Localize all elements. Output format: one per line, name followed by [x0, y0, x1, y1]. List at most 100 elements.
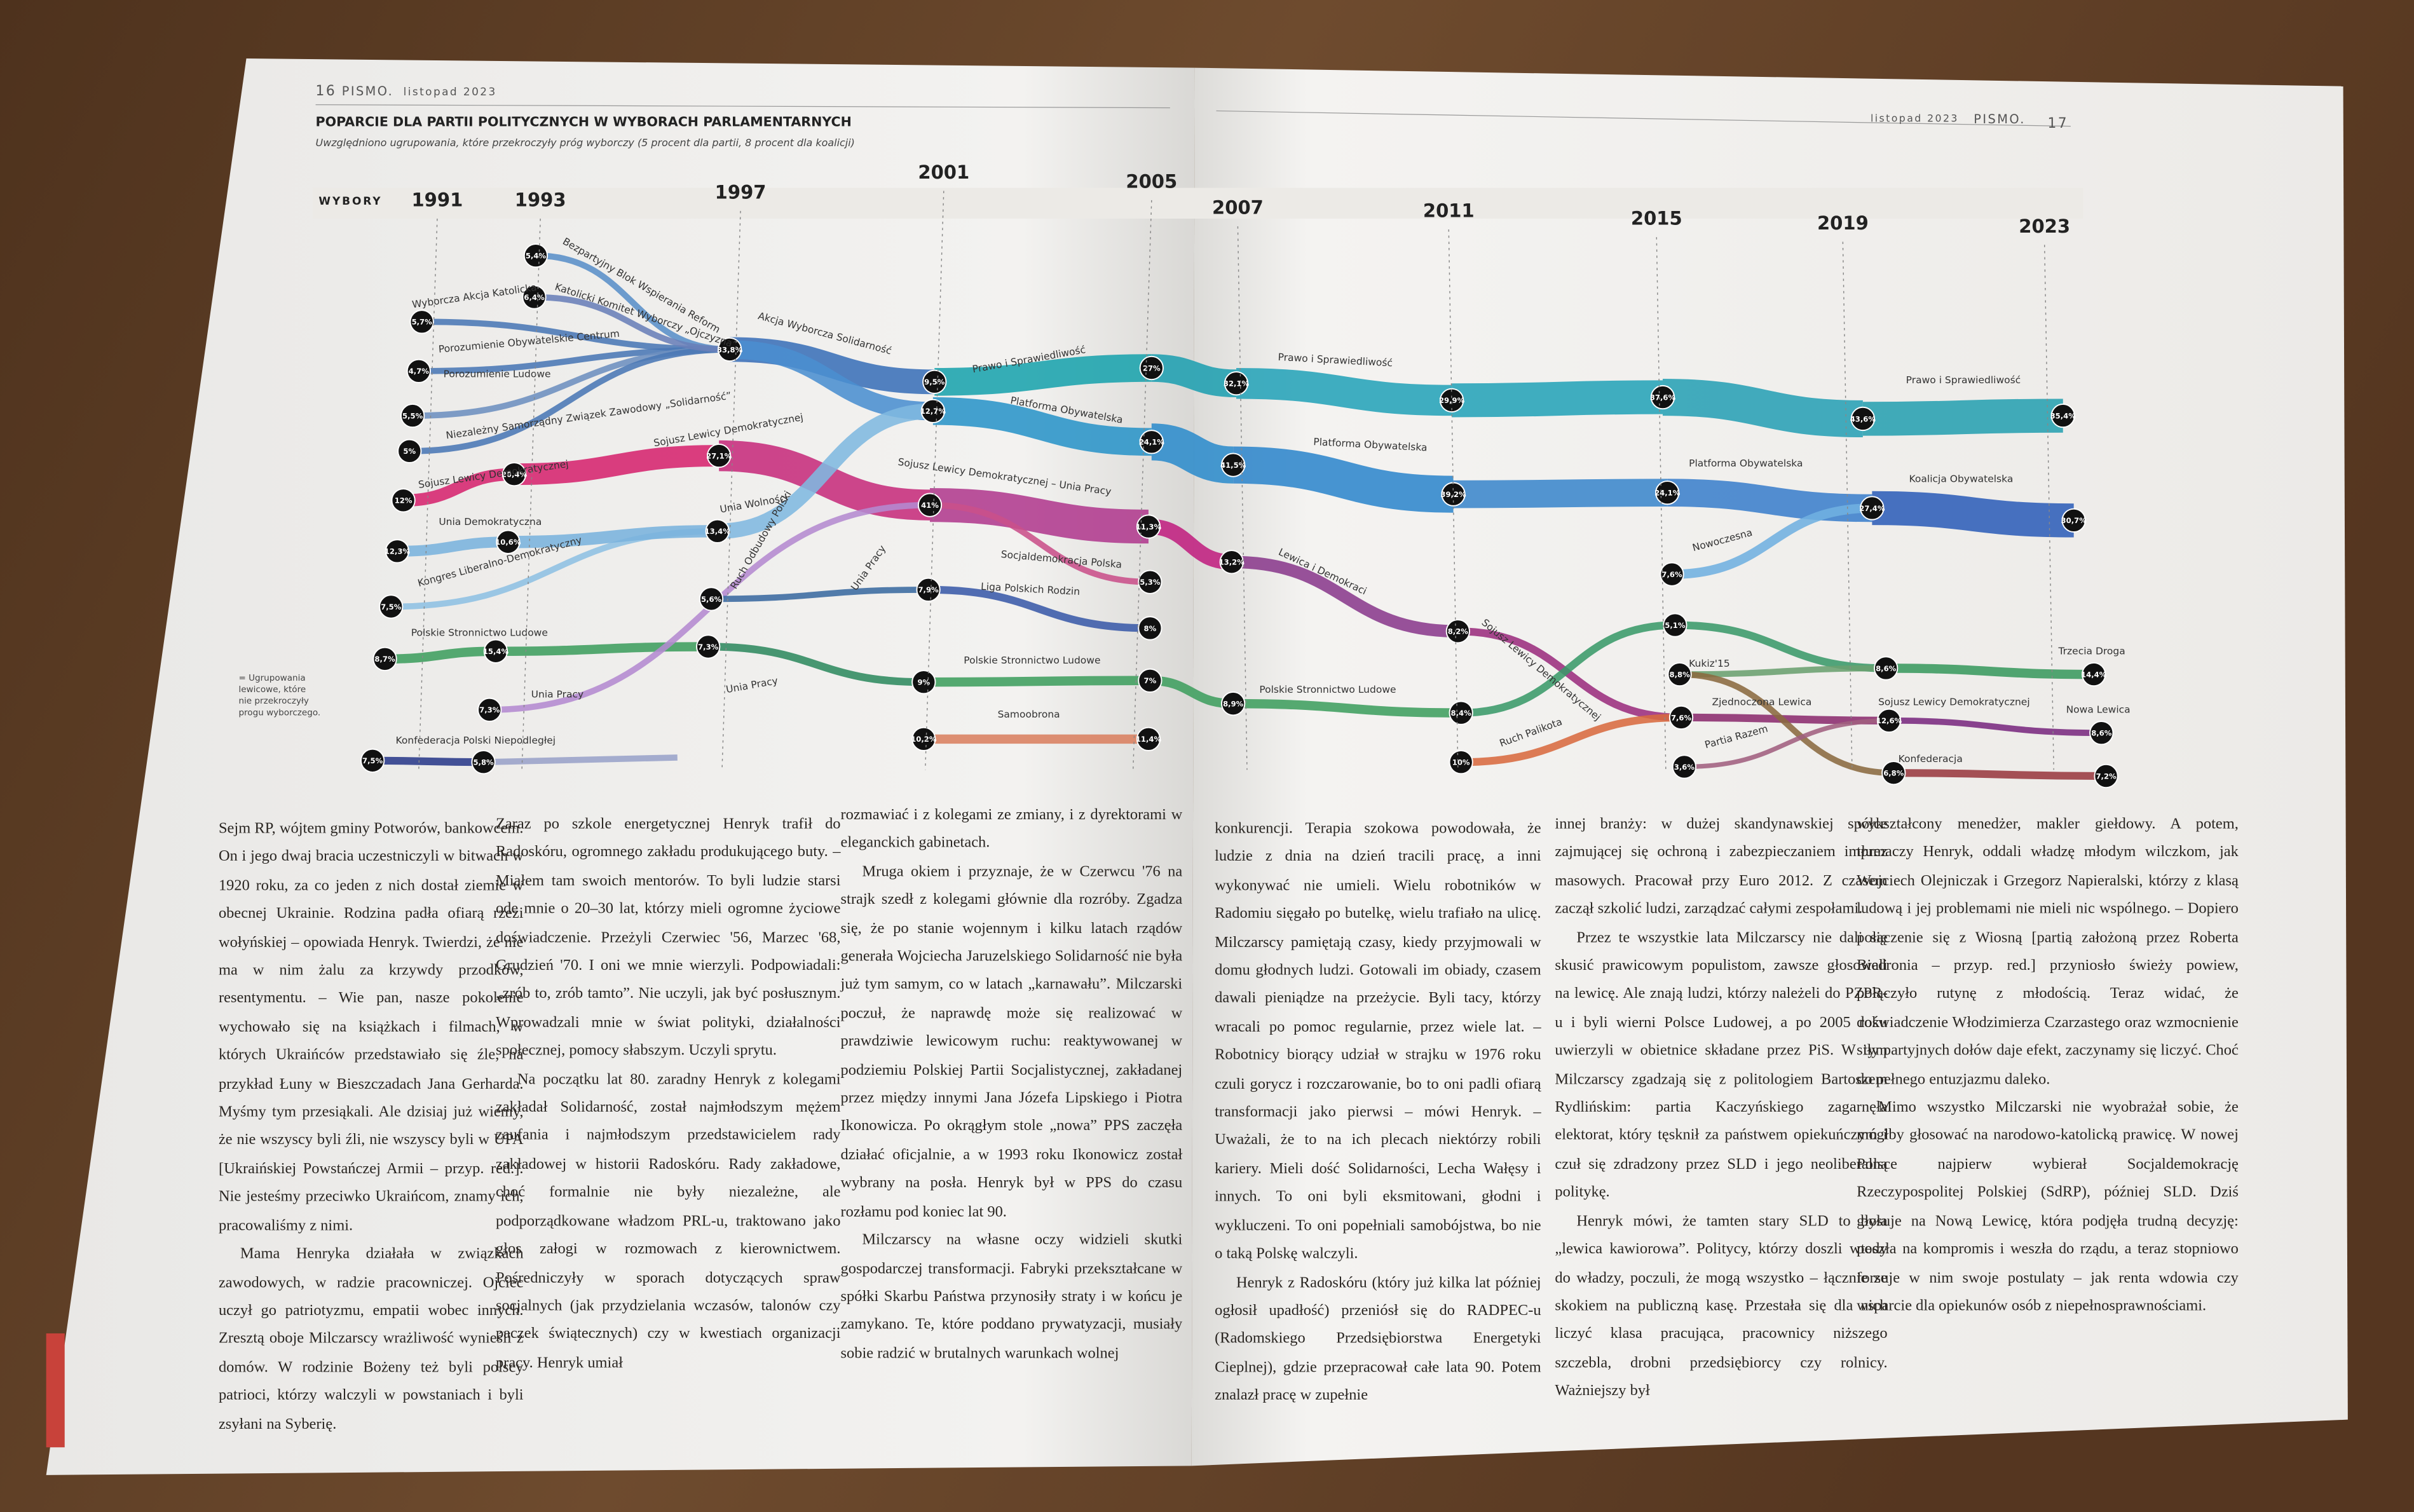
node-label: 30,7%: [2061, 516, 2087, 525]
flows: [372, 252, 2106, 780]
node: [483, 639, 508, 664]
party-label: Polskie Stronnictwo Ludowe: [1259, 684, 1396, 695]
node: [1138, 569, 1163, 594]
text-column: Sejm RP, wójtem gminy Potworów, bankowce…: [219, 816, 524, 1440]
chart-title: POPARCIE DLA PARTII POLITYCZNYCH W WYBOR…: [316, 114, 852, 130]
node-label: 15,4%: [483, 647, 509, 656]
flow: [409, 346, 730, 454]
flow: [711, 587, 929, 603]
flow: [1889, 717, 2102, 737]
node-label: 11,3%: [1136, 522, 1162, 531]
flow: [1151, 354, 1237, 398]
node: [1136, 726, 1161, 751]
node-label: 5,6%: [701, 595, 722, 604]
node: [911, 726, 936, 751]
node-label: 13,4%: [705, 527, 731, 536]
paragraph: Sejm RP, wójtem gminy Potworów, bankowce…: [218, 821, 524, 1235]
node-label: 8,6%: [2091, 729, 2112, 738]
party-label: Konfederacja: [1899, 753, 1963, 765]
party-label: Polskie Stronnictwo Ludowe: [411, 627, 548, 639]
party-label: Prawo i Sprawiedliwość: [1906, 374, 2021, 386]
node-label: 8,8%: [1670, 670, 1691, 679]
year-guide: [925, 191, 944, 770]
flow: [1233, 446, 1454, 513]
node: [522, 285, 547, 310]
flow: [730, 340, 933, 421]
node-label: 7%: [1144, 676, 1157, 685]
node: [360, 748, 385, 773]
paragraph: Zaraz po szkole energetycznej Henryk tra…: [495, 815, 841, 1060]
flow: [708, 643, 924, 686]
party-label: Porozumienie Ludowe: [444, 369, 551, 380]
flow: [495, 642, 709, 657]
node: [922, 369, 947, 394]
party-label: Trzecia Droga: [2057, 646, 2125, 657]
paragraph: innej branży: w dużej skandynawskiej spó…: [1555, 815, 1888, 918]
node-label: 10,2%: [911, 735, 937, 744]
party-label: Zjednoczona Lewica: [1712, 697, 1811, 708]
node-label: 10,6%: [495, 538, 521, 547]
node-label: 5,1%: [1665, 621, 1686, 630]
paragraph: konkurencji. Terapia szokowa powodowała,…: [1215, 821, 1541, 1263]
flow: [924, 676, 1150, 687]
flow: [514, 445, 719, 486]
node-label: 8,7%: [374, 655, 395, 664]
node: [1139, 430, 1164, 454]
node: [400, 403, 425, 428]
node: [920, 398, 945, 423]
node-label: 4,7%: [409, 367, 430, 376]
flow: [930, 501, 1150, 585]
node-label: 5,3%: [1140, 578, 1161, 587]
flow: [717, 403, 933, 539]
year-label: 1997: [715, 182, 767, 203]
node-label: 43,6%: [1850, 414, 1876, 423]
node-label: 7,5%: [362, 756, 383, 765]
node-label: 41,5%: [1220, 461, 1246, 470]
node: [496, 529, 521, 554]
flow: [1684, 718, 1890, 770]
header-text: listopad 2023: [404, 85, 497, 98]
year-guide: [1656, 237, 1667, 770]
flow: [1672, 503, 1872, 579]
flow: [1150, 423, 1234, 484]
node-label: 13,2%: [1219, 558, 1245, 567]
node-label: 5%: [403, 447, 416, 456]
node: [1449, 700, 1473, 725]
year-band: [312, 187, 2083, 219]
year-guide: [1448, 229, 1459, 770]
year-guide: [2043, 245, 2054, 770]
node-label: 5,8%: [473, 758, 494, 767]
node-label: 9%: [917, 678, 930, 687]
paragraph: Przez te wszystkie lata Milczarscy nie d…: [1555, 929, 1888, 1202]
header-text: PISMO.: [1974, 112, 2026, 126]
legend-note: = Ugrupowania lewicowe, które nie przekroc…: [238, 673, 320, 718]
node: [1449, 750, 1473, 775]
node: [1219, 550, 1244, 575]
node: [477, 697, 502, 722]
node-label: 7,6%: [1661, 570, 1682, 579]
flow: [385, 646, 496, 664]
party-label: Unia Demokratyczna: [439, 516, 542, 528]
node: [523, 243, 549, 268]
party-label: Kukiz'15: [1689, 658, 1730, 669]
text-column: innej branży: w dużej skandynawskiej spó…: [1555, 812, 1887, 1406]
node: [2094, 763, 2118, 789]
flow: [1893, 769, 2106, 780]
node-label: 12,6%: [1876, 716, 1902, 725]
node: [911, 670, 936, 695]
text-column: konkurencji. Terapia szokowa powodowała,…: [1215, 816, 1541, 1411]
node: [379, 594, 404, 619]
node: [1136, 514, 1161, 539]
flow: [1872, 491, 2074, 538]
node-label: 6,4%: [524, 293, 545, 302]
party-label: Koalicja Obywatelska: [1909, 473, 2014, 484]
node-label: 27,1%: [706, 451, 732, 460]
text-column: Zaraz po szkole energetycznej Henryk tra…: [496, 812, 841, 1379]
flow: [1452, 380, 1663, 418]
node-label: 5,7%: [412, 318, 433, 327]
node: [1667, 662, 1692, 687]
flow: [934, 354, 1152, 396]
